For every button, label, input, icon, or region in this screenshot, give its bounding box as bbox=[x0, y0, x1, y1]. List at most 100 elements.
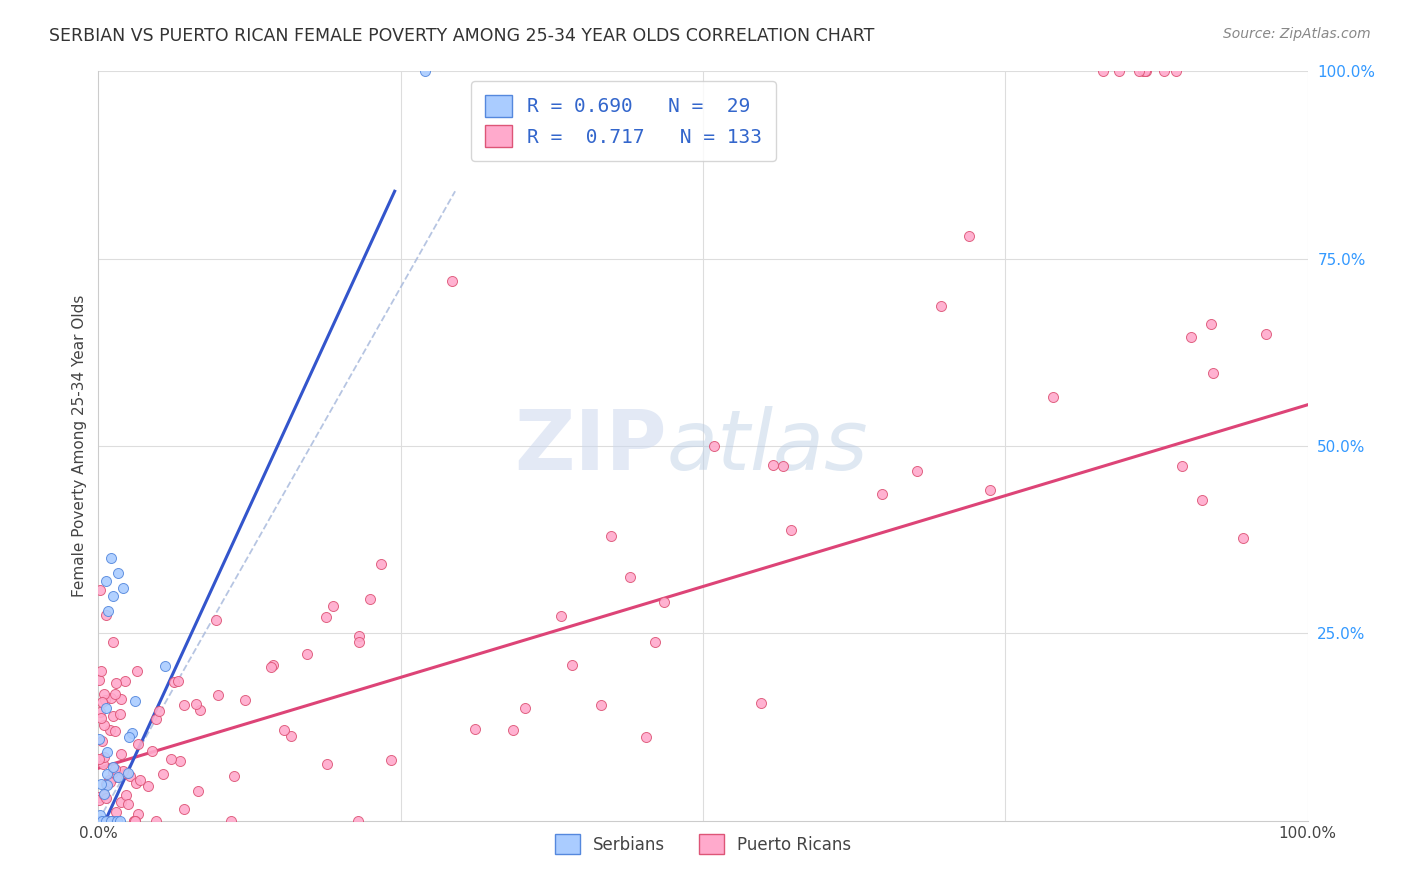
Point bbox=[184, 697, 207, 711]
Y-axis label: Female Poverty Among 25-34 Year Olds: Female Poverty Among 25-34 Year Olds bbox=[72, 295, 87, 597]
Point bbox=[1128, 64, 1150, 78]
Point bbox=[103, 635, 125, 649]
Point bbox=[125, 664, 148, 678]
Point bbox=[105, 814, 128, 828]
Point bbox=[1202, 366, 1225, 380]
Point bbox=[347, 634, 370, 648]
Point bbox=[502, 723, 524, 737]
Point bbox=[89, 793, 111, 807]
Point bbox=[122, 814, 145, 828]
Point bbox=[159, 752, 181, 766]
Point bbox=[110, 706, 132, 721]
Point bbox=[124, 814, 146, 828]
Point bbox=[187, 784, 209, 798]
Point bbox=[380, 753, 402, 767]
Point bbox=[634, 730, 657, 744]
Point bbox=[104, 770, 127, 784]
Point bbox=[94, 701, 117, 715]
Point bbox=[1232, 531, 1254, 545]
Point bbox=[104, 763, 127, 777]
Point bbox=[204, 613, 226, 627]
Point bbox=[101, 708, 124, 723]
Point bbox=[141, 744, 163, 758]
Point bbox=[87, 673, 110, 687]
Point bbox=[591, 698, 613, 712]
Point bbox=[441, 274, 464, 288]
Point bbox=[169, 754, 191, 768]
Point bbox=[93, 788, 115, 802]
Point bbox=[89, 808, 111, 822]
Point bbox=[94, 777, 117, 791]
Point bbox=[96, 608, 118, 623]
Point bbox=[105, 814, 128, 828]
Point bbox=[111, 582, 134, 596]
Point bbox=[105, 805, 128, 819]
Point bbox=[98, 775, 121, 789]
Point bbox=[148, 704, 170, 718]
Point bbox=[94, 814, 117, 828]
Point bbox=[153, 659, 176, 673]
Point bbox=[93, 687, 115, 701]
Point bbox=[1256, 326, 1278, 341]
Point bbox=[89, 814, 111, 828]
Point bbox=[104, 814, 127, 828]
Point bbox=[120, 769, 142, 783]
Point bbox=[96, 745, 118, 759]
Point bbox=[87, 751, 110, 765]
Point bbox=[652, 595, 675, 609]
Point bbox=[262, 657, 284, 672]
Point bbox=[115, 789, 138, 803]
Point bbox=[703, 439, 725, 453]
Point bbox=[100, 551, 122, 566]
Point bbox=[166, 674, 188, 689]
Point bbox=[762, 458, 785, 472]
Point bbox=[136, 779, 159, 793]
Point bbox=[93, 787, 115, 801]
Point bbox=[98, 814, 121, 828]
Point bbox=[561, 657, 583, 672]
Point bbox=[297, 647, 319, 661]
Point bbox=[124, 693, 146, 707]
Point bbox=[413, 64, 436, 78]
Point bbox=[1180, 329, 1202, 343]
Point bbox=[114, 765, 136, 780]
Point bbox=[233, 693, 256, 707]
Point bbox=[90, 814, 112, 828]
Point bbox=[152, 766, 174, 780]
Point bbox=[772, 458, 794, 473]
Point bbox=[101, 814, 124, 828]
Point bbox=[97, 814, 120, 828]
Point bbox=[117, 797, 139, 811]
Point bbox=[101, 760, 124, 774]
Point bbox=[101, 765, 124, 780]
Point bbox=[219, 814, 242, 828]
Point bbox=[173, 698, 195, 712]
Text: SERBIAN VS PUERTO RICAN FEMALE POVERTY AMONG 25-34 YEAR OLDS CORRELATION CHART: SERBIAN VS PUERTO RICAN FEMALE POVERTY A… bbox=[49, 27, 875, 45]
Point bbox=[370, 557, 392, 571]
Point bbox=[94, 814, 117, 828]
Point bbox=[89, 705, 111, 719]
Text: atlas: atlas bbox=[666, 406, 869, 486]
Point bbox=[96, 778, 118, 792]
Point bbox=[780, 523, 803, 537]
Point bbox=[93, 814, 115, 828]
Point bbox=[90, 711, 112, 725]
Point bbox=[162, 675, 184, 690]
Point bbox=[870, 487, 893, 501]
Point bbox=[979, 483, 1001, 497]
Point bbox=[145, 814, 167, 828]
Point bbox=[111, 764, 134, 778]
Point bbox=[93, 749, 115, 764]
Text: Source: ZipAtlas.com: Source: ZipAtlas.com bbox=[1223, 27, 1371, 41]
Point bbox=[93, 756, 115, 771]
Point bbox=[929, 299, 952, 313]
Point bbox=[90, 695, 112, 709]
Point bbox=[1042, 390, 1064, 404]
Point bbox=[188, 703, 211, 717]
Point bbox=[124, 814, 146, 828]
Point bbox=[104, 687, 127, 701]
Point bbox=[273, 723, 295, 738]
Point bbox=[108, 814, 131, 828]
Point bbox=[1133, 64, 1156, 78]
Point bbox=[224, 769, 246, 783]
